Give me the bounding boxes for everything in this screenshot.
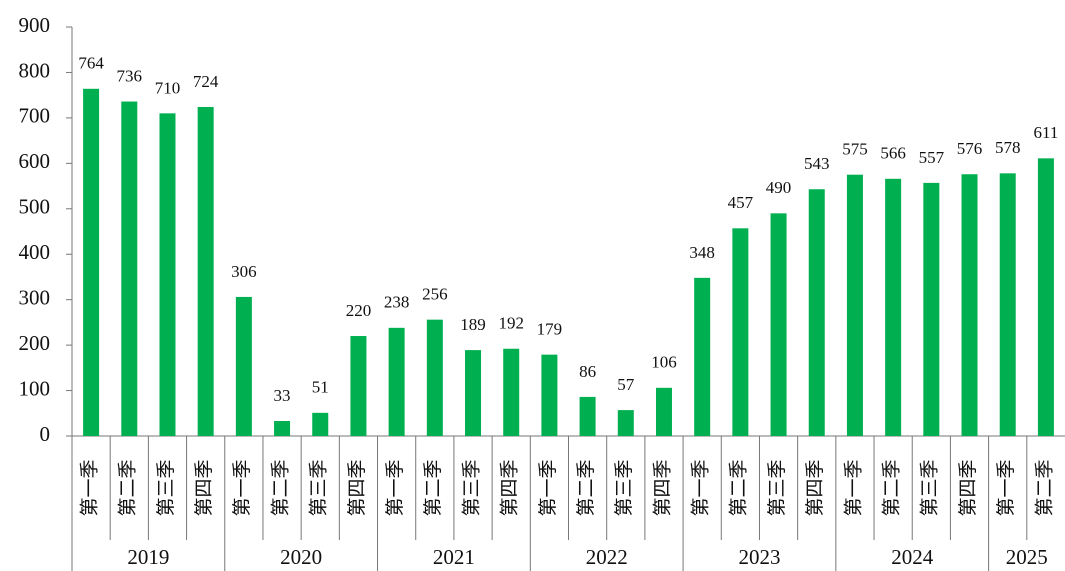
bar — [465, 350, 482, 436]
bar — [961, 174, 978, 437]
y-tick-label: 400 — [19, 240, 51, 264]
data-label: 764 — [78, 54, 104, 73]
y-tick-label: 700 — [19, 104, 51, 128]
bar — [770, 213, 787, 436]
data-label: 724 — [193, 72, 219, 91]
bar — [426, 319, 443, 436]
data-label: 710 — [155, 78, 181, 97]
data-label: 179 — [537, 320, 563, 339]
data-label: 238 — [384, 293, 410, 312]
data-label: 57 — [617, 375, 635, 394]
bar — [121, 101, 138, 436]
x-tick-label: 第三季 — [155, 459, 177, 516]
bar — [235, 296, 252, 436]
group-label: 2024 — [891, 545, 934, 569]
group-label: 2023 — [738, 545, 780, 569]
data-label: 33 — [274, 386, 291, 405]
bar — [541, 354, 558, 436]
group-label: 2022 — [586, 545, 628, 569]
x-tick-label: 第一季 — [995, 459, 1017, 516]
data-label: 490 — [766, 178, 792, 197]
data-label: 575 — [842, 140, 868, 159]
bar — [999, 173, 1016, 436]
x-tick-label: 第一季 — [384, 459, 406, 516]
x-tick-label: 第二季 — [422, 459, 444, 516]
data-label: 106 — [651, 353, 677, 372]
x-tick-label: 第四季 — [193, 459, 215, 516]
data-label: 348 — [689, 243, 715, 262]
x-tick-label: 第一季 — [537, 459, 559, 516]
bar — [197, 106, 214, 436]
y-tick-label: 900 — [19, 13, 51, 37]
y-tick-label: 100 — [19, 376, 51, 400]
x-tick-label: 第二季 — [269, 459, 291, 516]
bar — [274, 421, 291, 436]
x-tick-label: 第三季 — [460, 459, 482, 516]
x-tick-label: 第二季 — [728, 459, 750, 516]
x-tick-label: 第四季 — [346, 459, 368, 516]
bar — [1037, 158, 1054, 436]
bar — [83, 88, 100, 436]
data-label: 566 — [880, 144, 906, 163]
data-label: 189 — [460, 315, 486, 334]
data-label: 306 — [231, 262, 257, 281]
bar — [655, 387, 672, 436]
x-tick-label: 第二季 — [880, 459, 902, 516]
data-label: 192 — [498, 314, 524, 333]
x-tick-label: 第二季 — [1033, 459, 1055, 516]
bar — [923, 182, 940, 436]
x-tick-label: 第三季 — [766, 459, 788, 516]
bar — [732, 228, 749, 436]
x-tick-label: 第四季 — [957, 459, 979, 516]
data-label: 51 — [312, 378, 329, 397]
x-tick-label: 第二季 — [117, 459, 139, 516]
bar — [503, 348, 520, 436]
x-tick-label: 第二季 — [575, 459, 597, 516]
data-label: 457 — [728, 193, 754, 212]
bar — [350, 336, 367, 436]
y-tick-label: 800 — [19, 58, 51, 82]
data-label: 578 — [995, 138, 1021, 157]
data-label: 576 — [957, 139, 983, 158]
y-tick-label: 200 — [19, 331, 51, 355]
x-tick-label: 第一季 — [231, 459, 253, 516]
bar — [617, 410, 634, 436]
x-tick-label: 第四季 — [499, 459, 521, 516]
data-label: 86 — [579, 362, 596, 381]
data-label: 543 — [804, 154, 830, 173]
x-tick-label: 第一季 — [842, 459, 864, 516]
bar — [808, 189, 825, 436]
x-tick-label: 第四季 — [804, 459, 826, 516]
group-label: 2020 — [280, 545, 322, 569]
data-label: 220 — [346, 301, 372, 320]
data-label: 611 — [1033, 123, 1058, 142]
x-tick-label: 第三季 — [919, 459, 941, 516]
group-label: 2025 — [1006, 545, 1048, 569]
x-tick-label: 第一季 — [78, 459, 100, 516]
x-tick-label: 第三季 — [308, 459, 330, 516]
bar — [312, 412, 329, 436]
bar — [388, 327, 405, 436]
y-tick-label: 300 — [19, 285, 51, 309]
y-tick-label: 600 — [19, 149, 51, 173]
bar — [579, 396, 596, 436]
data-label: 736 — [117, 66, 143, 85]
group-label: 2019 — [127, 545, 169, 569]
group-label: 2021 — [433, 545, 475, 569]
bar — [885, 178, 902, 437]
x-tick-label: 第四季 — [651, 459, 673, 516]
data-label: 256 — [422, 285, 448, 304]
bar — [694, 277, 711, 436]
data-label: 557 — [919, 148, 945, 167]
y-tick-label: 500 — [19, 195, 51, 219]
y-tick-label: 0 — [40, 422, 51, 446]
x-tick-label: 第三季 — [613, 459, 635, 516]
bar — [159, 113, 176, 436]
bar — [846, 174, 863, 436]
x-tick-label: 第一季 — [690, 459, 712, 516]
